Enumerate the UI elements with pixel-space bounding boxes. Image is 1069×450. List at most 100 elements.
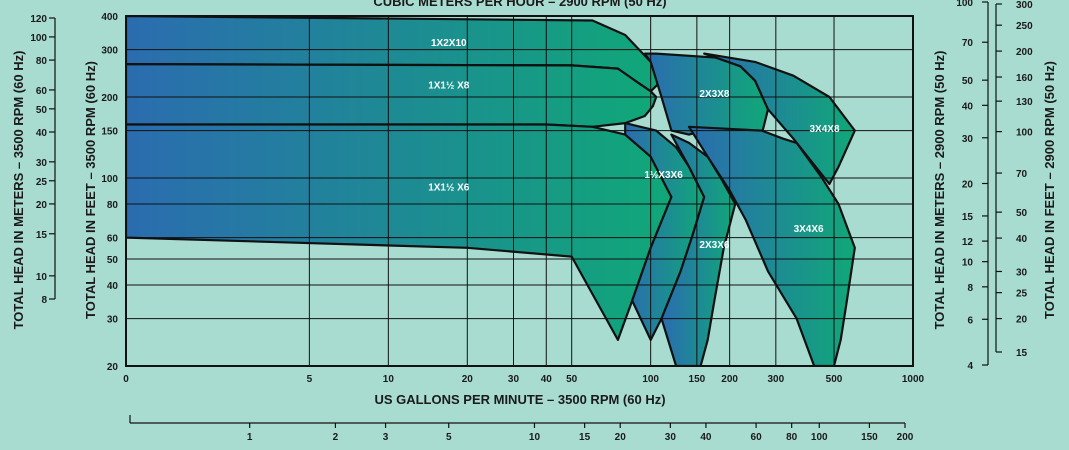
- bottom-scale-label: 1: [247, 432, 253, 443]
- y-axis-meters-60hz: 8 10 15 20 25 30 40 50 60 80 100 120: [30, 14, 56, 306]
- x-tick-label: 10: [383, 374, 395, 385]
- bottom-scale-label: 20: [615, 432, 627, 443]
- bottom-scale-label: 100: [811, 432, 828, 443]
- meters60-tick-label: 50: [36, 105, 48, 116]
- meters60-tick-label: 80: [36, 56, 48, 67]
- region-label-3: 1X1½ X6: [428, 182, 470, 193]
- meters60-tick-label: 100: [30, 33, 47, 44]
- x-axis-label: US GALLONS PER MINUTE – 3500 RPM (60 Hz): [374, 392, 665, 407]
- meters50-tick-label: 10: [962, 258, 974, 269]
- feet50-tick-label: 50: [1016, 208, 1028, 219]
- x-tick-label: 20: [462, 374, 474, 385]
- plot-frame: [125, 15, 914, 367]
- x-axis-ticks: 0 5 10 20 30 40 50 100 150 200 300 500 1000: [123, 374, 924, 385]
- bottom-scale-label: 5: [446, 432, 452, 443]
- bottom-scale-label: 80: [786, 432, 798, 443]
- bottom-scale-label: 15: [579, 432, 591, 443]
- y-tick-feet60: 400: [101, 12, 118, 23]
- feet50-tick-label: 30: [1016, 267, 1028, 278]
- meters50-tick-label: 40: [962, 101, 974, 112]
- x-tick-label: 30: [508, 374, 520, 385]
- meters50-tick-label: 70: [962, 38, 974, 49]
- meters50-tick-label: 30: [962, 134, 974, 145]
- x-tick-label: 50: [566, 374, 578, 385]
- meters60-tick-label: 30: [36, 158, 48, 169]
- x-tick-label: 100: [642, 374, 659, 385]
- feet50-tick-label: 300: [1016, 0, 1033, 11]
- x-tick-label: 150: [689, 374, 706, 385]
- y-tick-feet60: 150: [101, 127, 118, 138]
- meters60-tick-label: 25: [36, 177, 48, 188]
- y-axis-label-left-inner: TOTAL HEAD IN FEET – 3500 RPM (60 Hz): [83, 61, 98, 319]
- y-tick-feet60: 40: [107, 281, 119, 292]
- feet50-tick-label: 20: [1016, 315, 1028, 326]
- bottom-scale-label: 40: [700, 432, 712, 443]
- meters60-tick-label: 60: [36, 86, 48, 97]
- y-axis-feet-60hz: 20 30 40 50 60 80 100 150 200 300 400: [101, 12, 118, 373]
- bottom-scale-label: 2: [333, 432, 339, 443]
- feet50-tick-label: 130: [1016, 97, 1033, 108]
- y-tick-feet60: 300: [101, 46, 118, 57]
- meters50-tick-label: 6: [967, 315, 973, 326]
- meters60-tick-label: 20: [36, 200, 48, 211]
- y-tick-feet60: 30: [107, 315, 119, 326]
- x-tick-label: 5: [307, 374, 313, 385]
- feet50-tick-label: 15: [1016, 348, 1028, 359]
- x-tick-label: 1000: [902, 374, 925, 385]
- y-tick-feet60: 60: [107, 234, 119, 245]
- region-label-8: 3X4X6: [794, 224, 824, 235]
- region-2: [126, 62, 658, 128]
- chart-title: CUBIC METERS PER HOUR – 2900 RPM (50 Hz): [373, 0, 666, 9]
- y-axis-label-left-outer: TOTAL HEAD IN METERS – 3500 RPM (60 Hz): [11, 51, 26, 330]
- y-axis-feet-50hz: 15 20 25 30 40 50 70 100 130 160 200 250 300: [995, 0, 1033, 359]
- y-axis-label-right-outer: TOTAL HEAD IN FEET – 2900 RPM (50 Hz): [1042, 61, 1057, 319]
- bottom-scale-label: 30: [665, 432, 677, 443]
- region-label-1: 1X2X10: [431, 38, 467, 49]
- region-label-7: 3X4X8: [810, 124, 840, 135]
- bottom-scale-label: 10: [529, 432, 541, 443]
- y-tick-feet60: 100: [101, 174, 118, 185]
- bottom-scale-label: 60: [751, 432, 763, 443]
- meters50-tick-label: 15: [962, 212, 974, 223]
- feet50-tick-label: 100: [1016, 128, 1033, 139]
- region-label-2: 1X1½ X8: [428, 81, 470, 92]
- bottom-scale-label: 200: [897, 432, 914, 443]
- meters50-tick-label: 4: [967, 361, 973, 372]
- y-tick-feet60: 80: [107, 200, 119, 211]
- x-tick-label: 500: [826, 374, 843, 385]
- meters60-tick-label: 10: [36, 272, 48, 283]
- y-tick-feet60: 200: [101, 93, 118, 104]
- feet50-tick-label: 160: [1016, 73, 1033, 84]
- feet50-tick-label: 40: [1016, 234, 1028, 245]
- feet50-tick-label: 25: [1016, 289, 1028, 300]
- feet50-tick-label: 70: [1016, 169, 1028, 180]
- meters60-tick-label: 40: [36, 128, 48, 139]
- meters50-tick-label: 8: [967, 283, 973, 294]
- region-3: [126, 123, 673, 341]
- meters60-tick-label: 120: [30, 14, 47, 25]
- y-tick-feet60: 20: [107, 362, 119, 373]
- meters50-tick-label: 50: [962, 76, 974, 87]
- pump-regions: [126, 16, 856, 366]
- feet50-tick-label: 250: [1016, 21, 1033, 32]
- bottom-flow-scale: 1 2 3 5 10 15 20 30 40 60 80 100 150 200: [129, 415, 914, 443]
- meters50-tick-label: 20: [962, 180, 974, 191]
- x-tick-label: 0: [123, 374, 129, 385]
- y-tick-feet60: 50: [107, 255, 119, 266]
- y-axis-label-right-inner: TOTAL HEAD IN METERS – 2900 RPM (50 Hz): [932, 51, 947, 330]
- y-axis-meters-50hz: 4 6 8 10 12 15 20 30 40 50 70 100: [956, 0, 989, 372]
- region-label-6: 2X3X8: [699, 89, 729, 100]
- x-tick-label: 200: [721, 374, 738, 385]
- grid: [126, 16, 913, 366]
- bottom-scale-label: 150: [861, 432, 878, 443]
- meters50-tick-label: 100: [956, 0, 973, 9]
- meters60-tick-label: 8: [41, 295, 47, 306]
- x-tick-label: 300: [767, 374, 784, 385]
- meters60-tick-label: 15: [36, 230, 48, 241]
- feet50-tick-label: 200: [1016, 47, 1033, 58]
- region-labels: 1X2X10 1X1½ X8 1X1½ X6 1½X3X6 2X3X6 2X3X8 3X4X…: [428, 38, 840, 251]
- region-label-4: 1½X3X6: [644, 170, 683, 181]
- meters50-tick-label: 12: [962, 237, 974, 248]
- region-label-5: 2X3X6: [699, 240, 729, 251]
